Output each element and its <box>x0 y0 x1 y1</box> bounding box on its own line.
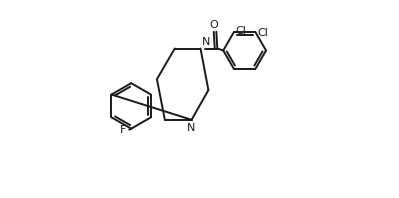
Text: Cl: Cl <box>257 28 268 38</box>
Text: N: N <box>202 37 210 47</box>
Text: O: O <box>209 20 218 30</box>
Text: Cl: Cl <box>235 26 247 36</box>
Text: F: F <box>120 125 126 135</box>
Text: N: N <box>186 123 195 133</box>
